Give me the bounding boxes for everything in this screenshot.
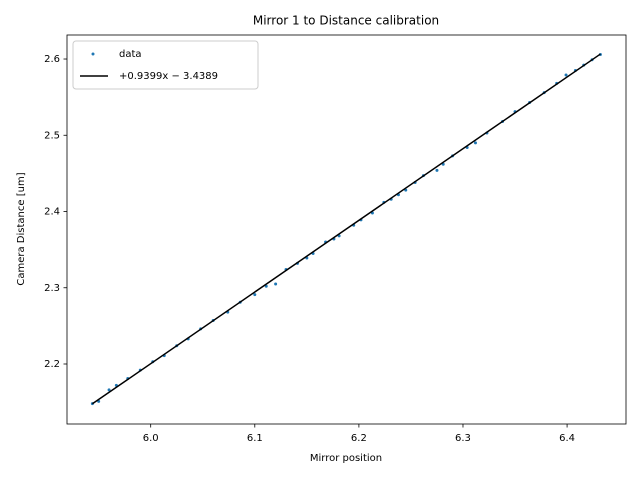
data-point <box>564 73 568 77</box>
x-tick-label: 6.4 <box>559 433 575 444</box>
x-tick-label: 6.0 <box>143 433 159 444</box>
fit-line <box>91 53 601 405</box>
chart-title: Mirror 1 to Distance calibration <box>253 14 439 28</box>
y-tick-label: 2.3 <box>44 283 60 294</box>
legend-label: data <box>119 49 142 60</box>
y-tick-label: 2.4 <box>44 207 60 218</box>
y-tick-label: 2.6 <box>44 54 60 65</box>
legend-label: +0.9399x − 3.4389 <box>119 71 218 82</box>
legend-box <box>72 40 259 90</box>
y-axis-label: Camera Distance [um] <box>16 172 27 285</box>
data-point <box>473 141 477 145</box>
data-point <box>253 293 257 297</box>
x-tick-label: 6.3 <box>455 433 471 444</box>
y-tick-label: 2.5 <box>44 130 60 141</box>
data-point <box>274 282 278 286</box>
data-point <box>107 388 111 392</box>
x-tick-label: 6.1 <box>247 433 263 444</box>
y-tick-label: 2.2 <box>44 359 60 370</box>
plot-frame <box>66 34 627 425</box>
x-tick-label: 6.2 <box>351 433 367 444</box>
legend-marker <box>91 52 95 56</box>
x-axis-label: Mirror position <box>310 453 382 464</box>
data-point <box>435 168 439 172</box>
